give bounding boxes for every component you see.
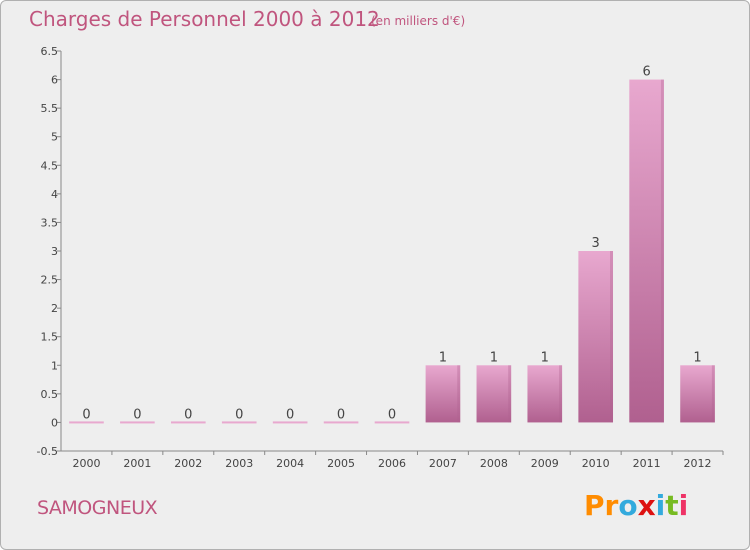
y-tick-label: 5 (51, 131, 58, 144)
data-label: 0 (337, 407, 345, 422)
data-label: 0 (133, 407, 141, 422)
y-tick-label: 5.5 (41, 102, 59, 115)
x-tick-label: 2006 (378, 457, 406, 470)
bar-shade (457, 365, 461, 423)
x-tick-label: 2010 (582, 457, 610, 470)
bar-shade (660, 79, 664, 423)
bar (680, 365, 715, 423)
logo-letter: r (604, 489, 619, 522)
y-tick-label: 2 (51, 302, 58, 315)
data-label: 0 (388, 407, 396, 422)
x-tick-label: 2011 (633, 457, 661, 470)
x-tick-label: 2008 (480, 457, 508, 470)
bar (170, 421, 206, 424)
x-tick-label: 2009 (531, 457, 559, 470)
y-tick-label: 1 (51, 359, 58, 372)
y-tick-label: 3.5 (41, 216, 59, 229)
x-tick-label: 2007 (429, 457, 457, 470)
logo-letter: t (665, 489, 679, 522)
logo-letter: i (678, 489, 689, 522)
bar (578, 251, 614, 423)
y-tick-label: 3 (51, 245, 58, 258)
x-tick-label: 2012 (684, 457, 712, 470)
x-tick-label: 2002 (174, 457, 202, 470)
y-tick-label: 4.5 (41, 159, 59, 172)
bar (425, 365, 461, 423)
chart-title: Charges de Personnel 2000 à 2012 (29, 7, 380, 31)
bar-shade (559, 365, 563, 423)
bar (476, 365, 512, 423)
data-label: 6 (642, 65, 650, 80)
y-tick-label: 0 (51, 416, 58, 429)
y-tick-label: 0.5 (41, 388, 59, 401)
chart-subtitle: (en milliers d'€) (371, 14, 466, 28)
y-tick-label: 6 (51, 74, 58, 87)
x-tick-label: 2001 (123, 457, 151, 470)
y-tick-label: 6.5 (41, 45, 59, 58)
x-tick-label: 2005 (327, 457, 355, 470)
data-label: 1 (541, 350, 549, 365)
bar-shade (508, 365, 512, 423)
x-tick-label: 2004 (276, 457, 304, 470)
bar (629, 79, 664, 423)
y-tick-label: 1.5 (41, 331, 59, 344)
bar (272, 421, 308, 424)
data-label: 1 (490, 350, 498, 365)
data-label: 3 (592, 236, 600, 251)
y-tick-label: -0.5 (37, 445, 58, 458)
data-label: 0 (82, 407, 90, 422)
bar-shade (711, 365, 715, 423)
commune-name: SAMOGNEUX (37, 497, 158, 519)
logo-letter: x (637, 489, 656, 522)
bar (374, 421, 410, 424)
logo-letter: o (618, 489, 638, 522)
data-label: 0 (235, 407, 243, 422)
bar (120, 421, 155, 424)
logo-letter: P (584, 489, 605, 522)
bar (323, 421, 359, 424)
x-tick-label: 2000 (72, 457, 100, 470)
y-tick-label: 4 (51, 188, 58, 201)
x-tick-label: 2003 (225, 457, 253, 470)
bar (527, 365, 563, 423)
bar (221, 421, 257, 424)
y-tick-label: 2.5 (41, 274, 59, 287)
bar-shade (610, 251, 614, 423)
data-label: 1 (693, 350, 701, 365)
data-label: 0 (184, 407, 192, 422)
proxiti-logo: Proxiti (584, 489, 688, 522)
bar (69, 421, 104, 424)
data-label: 1 (439, 350, 447, 365)
data-label: 0 (286, 407, 294, 422)
logo-letter: i (655, 489, 666, 522)
